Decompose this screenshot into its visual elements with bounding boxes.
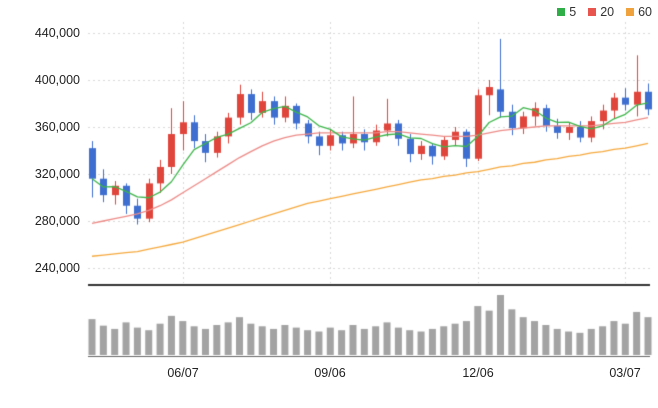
y-axis-label: 400,000 bbox=[34, 73, 80, 87]
legend-item-ma60: 60 bbox=[626, 5, 652, 19]
x-axis-label: 12/06 bbox=[462, 366, 494, 380]
ma60-swatch-icon bbox=[626, 8, 635, 16]
x-axis-label: 09/06 bbox=[314, 366, 346, 380]
ma5-swatch-icon bbox=[557, 8, 566, 16]
x-axis-label: 06/07 bbox=[167, 366, 199, 380]
y-axis-label: 280,000 bbox=[34, 214, 80, 228]
ma60-legend-label: 60 bbox=[638, 5, 652, 19]
ma20-swatch-icon bbox=[588, 8, 597, 16]
legend-item-ma20: 20 bbox=[588, 5, 614, 19]
ma5-legend-label: 5 bbox=[569, 5, 577, 19]
chart-legend: 5 20 60 bbox=[557, 5, 652, 19]
y-axis-label: 320,000 bbox=[34, 167, 80, 181]
y-axis-label: 440,000 bbox=[34, 26, 80, 40]
y-axis-label: 360,000 bbox=[34, 120, 80, 134]
x-axis-label: 03/07 bbox=[609, 366, 641, 380]
legend-item-ma5: 5 bbox=[557, 5, 576, 19]
ma20-legend-label: 20 bbox=[600, 5, 615, 19]
y-axis-label: 240,000 bbox=[34, 261, 80, 275]
